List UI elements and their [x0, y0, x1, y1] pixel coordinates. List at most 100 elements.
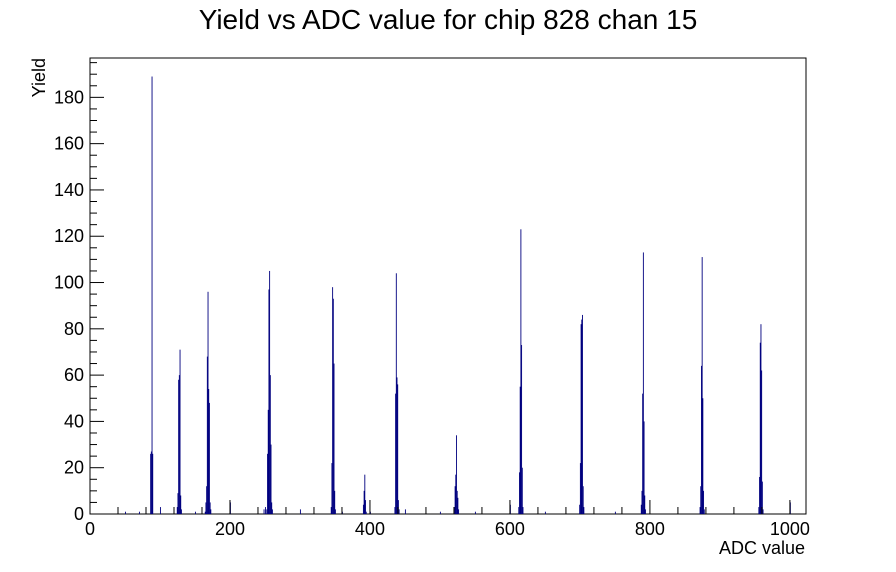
- histogram-bar: [759, 342, 761, 514]
- histogram-bar: [643, 421, 645, 514]
- histogram-bar: [152, 453, 154, 514]
- y-tick-label: 180: [54, 87, 84, 107]
- histogram-bar: [269, 270, 271, 514]
- histogram-bar: [333, 363, 335, 514]
- histogram-bar: [642, 393, 644, 514]
- histogram-bar: [395, 393, 397, 514]
- histogram-bar: [271, 502, 273, 514]
- histogram-bar: [267, 453, 268, 514]
- histogram-bar: [520, 229, 522, 515]
- histogram-bar: [264, 507, 266, 514]
- x-tick-label: 400: [355, 519, 385, 539]
- histogram-bar: [395, 273, 397, 514]
- bars-layer: [125, 76, 791, 515]
- histogram-bar: [180, 509, 182, 514]
- histogram-bar: [522, 507, 524, 514]
- histogram-bar: [582, 486, 584, 514]
- histogram-bar: [208, 402, 210, 514]
- y-tick-label: 60: [64, 365, 84, 385]
- histogram-bar: [454, 486, 456, 514]
- histogram-bar: [581, 319, 583, 514]
- histogram-bar: [205, 502, 207, 514]
- histogram-bar: [194, 511, 196, 514]
- histogram-bar: [642, 252, 644, 514]
- histogram-bar: [334, 490, 336, 514]
- histogram-bar: [365, 511, 367, 514]
- histogram-bar: [519, 386, 521, 514]
- histogram-bar: [474, 511, 476, 514]
- histogram-bar: [207, 291, 209, 514]
- histogram-bar: [521, 345, 523, 514]
- histogram-bar: [518, 507, 520, 514]
- histogram-bar: [760, 324, 762, 514]
- histogram-bar: [176, 507, 178, 514]
- histogram-bar: [439, 511, 441, 514]
- histogram-bar: [396, 377, 398, 514]
- x-axis: 0 200 400 600 800 1000: [85, 500, 810, 539]
- histogram-bar: [700, 486, 702, 514]
- histogram-bar: [266, 509, 268, 514]
- histogram-bar: [759, 476, 761, 514]
- histogram-bar: [397, 384, 399, 514]
- x-tick-label: 0: [85, 519, 95, 539]
- histogram-bar: [206, 486, 208, 514]
- y-tick-label: 80: [64, 319, 84, 339]
- y-tick-label: 20: [64, 458, 84, 478]
- histogram-bar: [269, 375, 271, 514]
- histogram-bar: [701, 257, 703, 514]
- histogram-bar: [150, 451, 152, 514]
- histogram-bar: [544, 511, 546, 514]
- y-axis-label: Yield: [29, 58, 49, 97]
- y-tick-label: 0: [74, 504, 84, 524]
- histogram-bar: [702, 398, 704, 514]
- histogram-bar: [580, 324, 582, 514]
- histogram-bar: [457, 497, 459, 514]
- histogram-bar: [125, 511, 126, 514]
- histogram-bar: [177, 493, 179, 514]
- histogram-bar: [699, 507, 701, 514]
- x-tick-label: 1000: [770, 519, 810, 539]
- histogram-bar: [456, 435, 457, 514]
- histogram-bar: [582, 314, 583, 514]
- histogram-bar: [640, 504, 642, 514]
- histogram-bar: [644, 495, 646, 514]
- x-tick-label: 800: [635, 519, 665, 539]
- histogram-bar: [150, 453, 152, 514]
- histogram-bar: [761, 370, 763, 514]
- histogram-bar: [331, 463, 333, 514]
- histogram-bar: [365, 500, 366, 514]
- histogram-bar: [703, 490, 705, 514]
- histogram-bar: [209, 502, 211, 514]
- histogram-bar: [267, 409, 269, 514]
- histogram-bar: [206, 356, 208, 514]
- histogram-bar: [178, 379, 180, 514]
- y-tick-label: 120: [54, 226, 84, 246]
- histogram-bar: [334, 509, 336, 514]
- y-tick-label: 160: [54, 134, 84, 154]
- histogram-bar: [641, 490, 643, 514]
- histogram-bar: [332, 298, 334, 514]
- histogram-bar: [179, 349, 181, 514]
- histogram-bar: [521, 467, 523, 514]
- histogram-bar: [458, 509, 460, 514]
- histogram-bar: [263, 509, 265, 514]
- y-tick-label: 100: [54, 273, 84, 293]
- histogram-bar: [208, 389, 210, 514]
- histogram-bar: [398, 509, 400, 514]
- histogram-bar: [703, 509, 705, 514]
- histogram-bar: [456, 490, 458, 514]
- plot-frame: [89, 57, 807, 515]
- histogram-bar: [614, 511, 616, 514]
- histogram-bar: [762, 509, 764, 514]
- histogram-bar: [645, 509, 646, 514]
- histogram-bar: [268, 289, 270, 514]
- histogram-bar: [362, 504, 364, 514]
- histogram-bar: [332, 287, 334, 514]
- histogram-bar: [363, 490, 365, 514]
- histogram-bar: [579, 504, 581, 514]
- y-axis: 0 20 40 60 80 100 120 140 160 180: [54, 62, 104, 524]
- histogram-bar: [761, 481, 763, 514]
- chart-title: Yield vs ADC value for chip 828 chan 15: [199, 4, 698, 35]
- y-tick-label: 140: [54, 180, 84, 200]
- histogram-bar: [364, 474, 366, 514]
